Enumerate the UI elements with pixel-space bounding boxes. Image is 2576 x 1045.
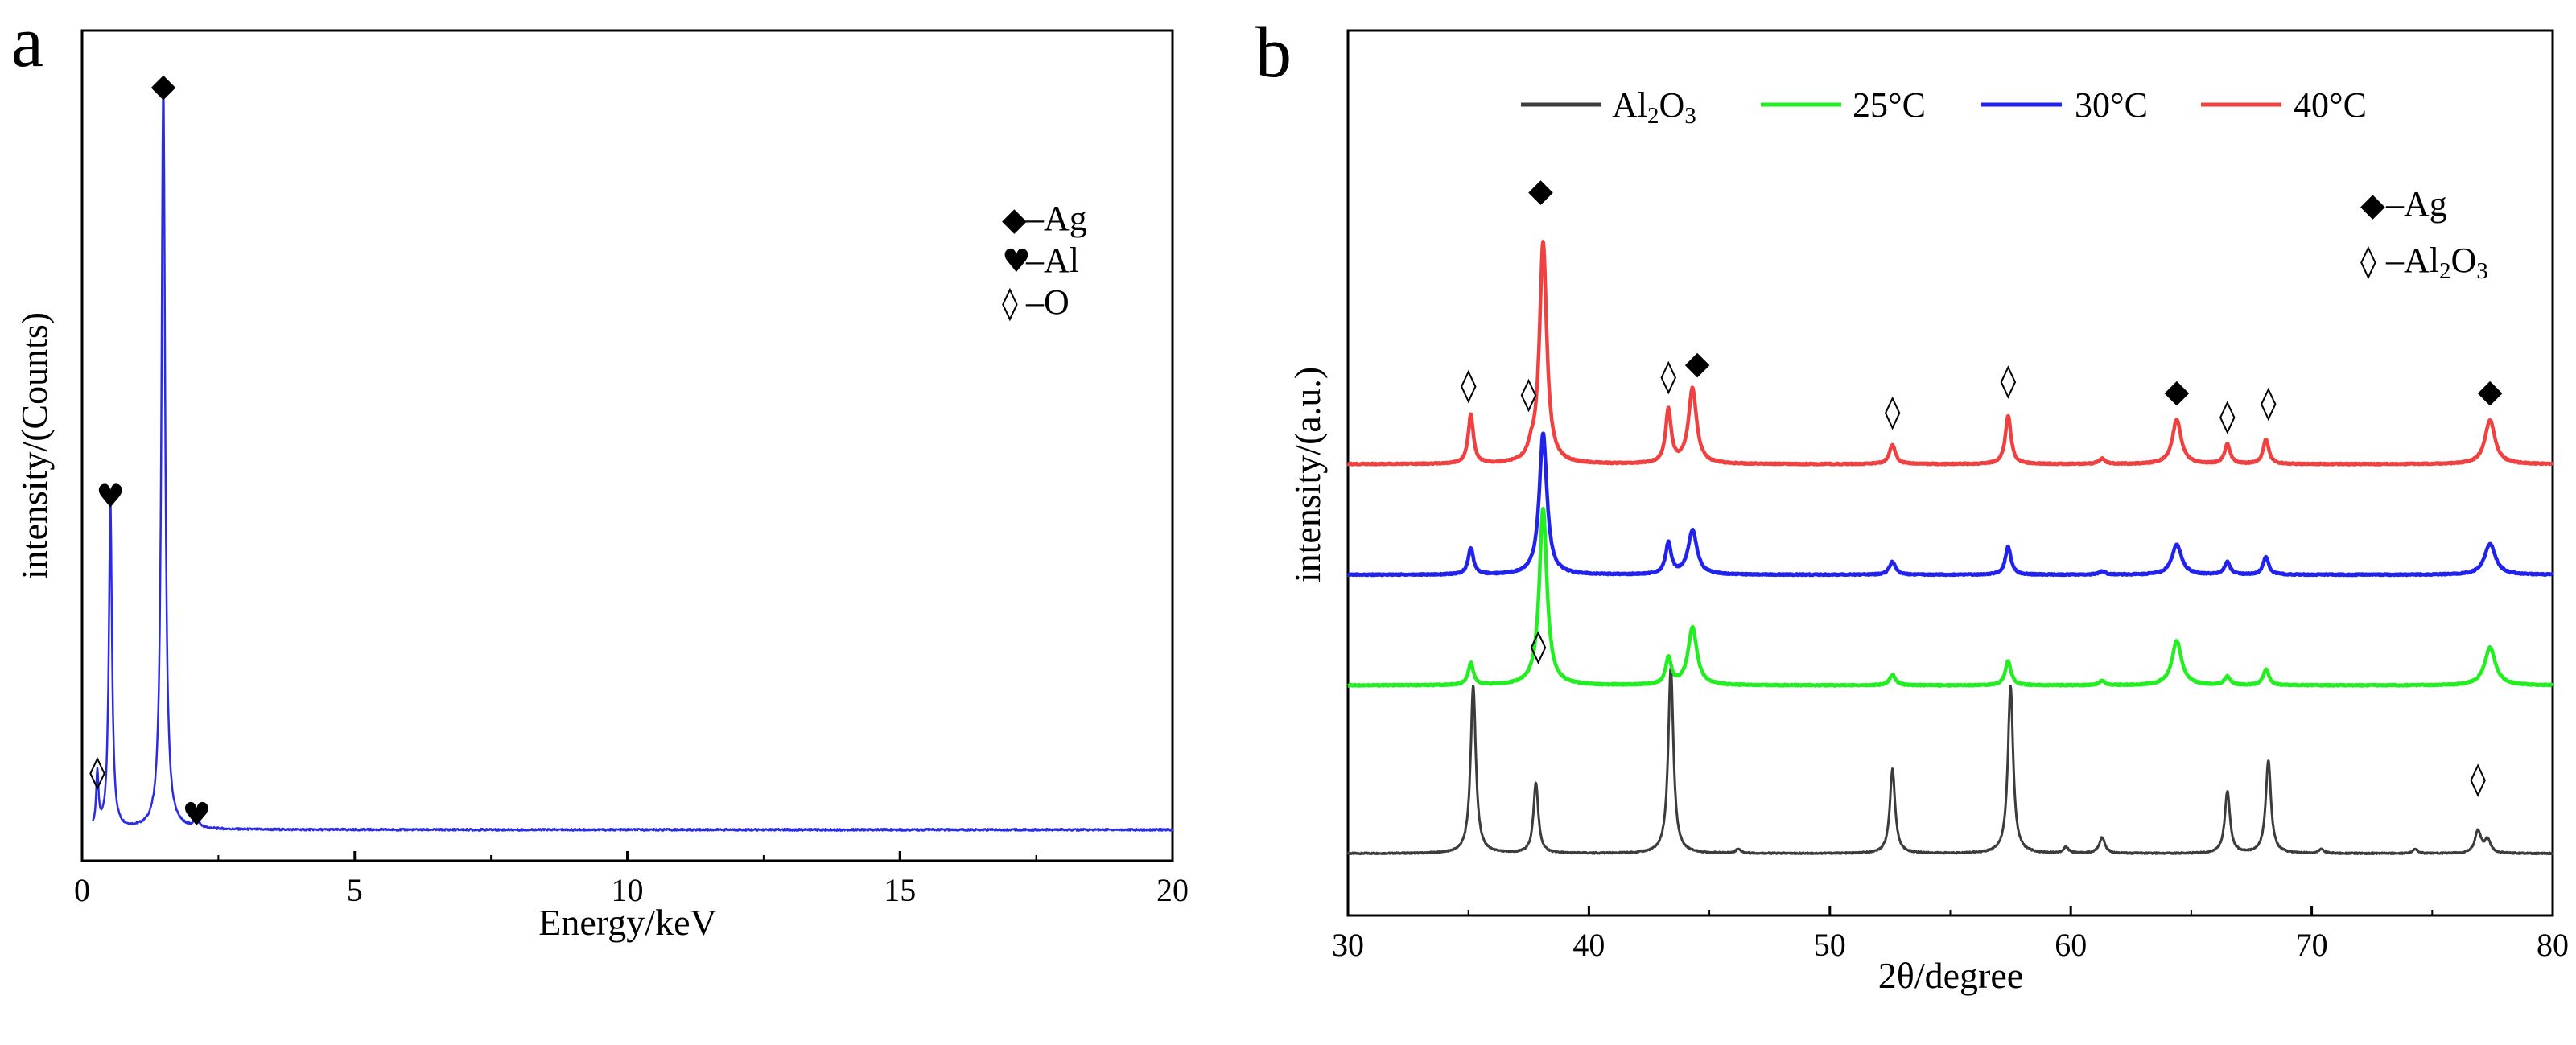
panel-a-legend-item-o: ◊ –O <box>1002 282 1070 322</box>
panel-b-series-lines <box>1346 240 2555 856</box>
diamond-filled-icon: ◆ <box>1685 345 1710 382</box>
diamond-outline-icon: ◊ <box>1461 367 1477 404</box>
legend-label-al2o3: Al2O3 <box>1612 85 1696 129</box>
panel-a-y-axis-title: intensity/(Counts) <box>14 312 55 579</box>
legend-label-o: –O <box>1025 282 1070 322</box>
x-tick-label: 40 <box>1572 927 1605 963</box>
heart-icon: ♥ <box>96 479 125 516</box>
panel-b-peak-markers: ◆◆◆ ◆◊ ◊ ◊◊◊◊ ◊◊◊ <box>1461 172 2503 798</box>
x-tick-label: 80 <box>2537 927 2569 963</box>
legend-item-al2o3: Al2O3 <box>1521 85 1696 129</box>
panel-a-x-ticks <box>80 851 1174 861</box>
x-tick-label: 70 <box>2296 927 2328 963</box>
series-line-25c <box>1346 507 2554 688</box>
panel-b-letter: b <box>1255 13 1292 93</box>
diamond-outline-icon: ◊ <box>1531 628 1547 665</box>
x-tick-label: 15 <box>884 872 916 908</box>
diamond-filled-icon: ◆ <box>151 68 176 105</box>
diamond-outline-icon: ◊ <box>1521 376 1537 413</box>
panel-a-letter: a <box>11 2 43 82</box>
panel-a-spectrum-line <box>92 86 1173 832</box>
diamond-outline-icon: ◊ <box>89 754 105 791</box>
legend-item-40c: 40°C <box>2201 85 2367 125</box>
legend-label-al2o3-phase: –Al2O3 <box>2385 241 2488 284</box>
diamond-filled-icon: ◆ <box>1002 201 1027 238</box>
diamond-outline-icon: ◊ <box>2261 385 2277 422</box>
panel-a-legend-item-al: ♥ –Al <box>1002 241 1079 280</box>
panel-b-y-axis-title: intensity/(a.u.) <box>1287 367 1328 582</box>
panel-a-x-tick-labels: 0 5 10 15 20 <box>74 872 1189 908</box>
panel-b-x-ticks <box>1346 906 2554 915</box>
diamond-outline-icon: ◊ <box>2360 243 2376 280</box>
legend-item-30c: 30°C <box>1981 85 2148 125</box>
panel-b: b 30 40 50 60 70 80 ◆◆◆ ◆◊ ◊ ◊◊◊◊ ◊◊◊ 2θ/degree i… <box>1255 13 2569 996</box>
x-tick-label: 10 <box>612 872 644 908</box>
legend-label-40c: 40°C <box>2294 85 2367 125</box>
legend-label-25c: 25°C <box>1853 85 1926 125</box>
panel-b-plot-frame <box>1346 29 2554 917</box>
legend-item-ag-phase: ◆ –Ag <box>2360 184 2447 224</box>
diamond-filled-icon: ◆ <box>2165 373 2190 410</box>
diamond-filled-icon: ◆ <box>2360 187 2385 224</box>
heart-icon: ♥ <box>1002 243 1031 280</box>
diamond-filled-icon: ◆ <box>2478 373 2503 410</box>
panel-b-series-legend: Al2O3 25°C 30°C 40°C <box>1521 85 2367 129</box>
legend-label-30c: 30°C <box>2075 85 2148 125</box>
panel-a-peak-markers: ◊ ♥ ◆ ♥ <box>89 68 211 834</box>
panel-a-x-axis-title: Energy/keV <box>538 902 716 943</box>
legend-label-ag-phase: –Ag <box>2385 184 2447 224</box>
legend-item-al2o3-phase: ◊ –Al2O3 <box>2360 241 2488 284</box>
x-tick-label: 5 <box>347 872 363 908</box>
diamond-outline-icon: ◊ <box>1885 393 1901 430</box>
diamond-outline-icon: ◊ <box>2470 761 2486 798</box>
panel-b-x-tick-labels: 30 40 50 60 70 80 <box>1332 927 2569 963</box>
x-tick-label: 30 <box>1332 927 1364 963</box>
panel-b-phase-legend: ◆ –Ag ◊ –Al2O3 <box>2360 184 2488 284</box>
panel-a-legend-item-ag: ◆ –Ag <box>1002 199 1087 238</box>
legend-label-ag: –Ag <box>1025 199 1087 238</box>
panel-a-legend: ◆ –Ag ♥ –Al ◊ –O <box>1002 199 1087 322</box>
series-line-30c <box>1346 431 2555 578</box>
legend-label-al: –Al <box>1025 241 1079 280</box>
diamond-filled-icon: ◆ <box>1528 172 1553 209</box>
heart-icon: ♥ <box>182 796 211 833</box>
x-tick-label: 50 <box>1814 927 1846 963</box>
diamond-outline-icon: ◊ <box>1002 285 1018 322</box>
x-tick-label: 0 <box>74 872 90 908</box>
diamond-outline-icon: ◊ <box>2000 363 2016 400</box>
panel-a: a 0 5 10 15 20 ◊ ♥ ◆ ♥ Energy/keV intensity/(Co… <box>11 2 1189 943</box>
panel-b-x-axis-title: 2θ/degree <box>1878 955 2023 996</box>
diamond-outline-icon: ◊ <box>2219 398 2236 435</box>
legend-item-25c: 25°C <box>1761 85 1926 125</box>
panel-a-plot-frame <box>80 29 1174 862</box>
x-tick-label: 20 <box>1156 872 1189 908</box>
diamond-outline-icon: ◊ <box>1660 358 1676 395</box>
series-line-al2o3 <box>1346 666 2553 856</box>
series-line-40c <box>1346 240 2554 467</box>
x-tick-label: 60 <box>2055 927 2087 963</box>
